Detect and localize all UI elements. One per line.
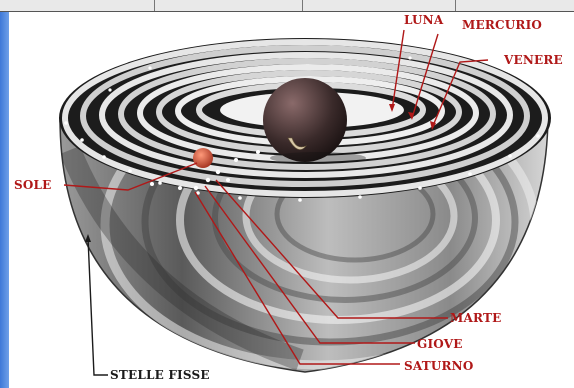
leader-mercurio — [411, 33, 439, 119]
label-saturno: SATURNO — [404, 359, 474, 373]
leader-saturno — [194, 191, 400, 365]
leader-sole — [63, 162, 198, 191]
moon-crescent — [287, 137, 307, 150]
stelle-fisse-arrowhead — [85, 234, 91, 242]
planet-dots — [150, 150, 260, 191]
top-bar-divider — [302, 0, 303, 11]
earth-shadow — [270, 152, 366, 164]
leader-lines — [63, 29, 489, 376]
leader-marte — [215, 179, 448, 319]
window-top-bar — [0, 0, 574, 12]
sun-body — [193, 148, 213, 168]
rim-star-dots — [64, 56, 540, 202]
label-sole: SOLE — [14, 178, 52, 192]
leader-stelle-fisse — [87, 237, 108, 376]
leader-venere — [431, 59, 489, 129]
label-marte: MARTE — [450, 311, 501, 325]
label-giove: GIOVE — [417, 337, 463, 351]
leader-giove — [204, 185, 415, 344]
label-mercurio: MERCURIO — [462, 18, 542, 32]
leader-arrowheads — [389, 104, 436, 130]
label-venere: VENERE — [503, 53, 563, 67]
leader-luna — [391, 29, 405, 111]
label-stelle-fisse: STELLE FISSE — [110, 368, 210, 382]
left-side-strip — [0, 12, 9, 388]
top-bar-divider — [154, 0, 155, 11]
top-bar-divider — [455, 0, 456, 11]
earth-globe — [263, 78, 347, 162]
label-luna: LUNA — [404, 13, 444, 27]
